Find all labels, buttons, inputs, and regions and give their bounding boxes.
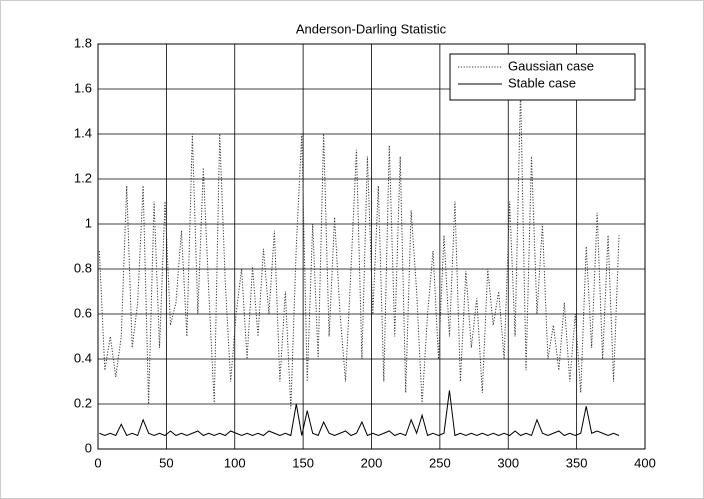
x-tick-label: 150 <box>292 455 314 470</box>
y-tick-label: 1.6 <box>74 80 92 95</box>
axes-box <box>97 43 646 450</box>
x-tick-label: 200 <box>361 455 383 470</box>
y-tick-label: 1.4 <box>74 125 92 140</box>
x-tick-label: 0 <box>94 455 101 470</box>
y-tick-label: 1 <box>85 215 92 230</box>
x-tick-label: 400 <box>634 455 656 470</box>
chart-title: Anderson-Darling Statistic <box>296 21 447 36</box>
y-tick-label: 1.2 <box>74 170 92 185</box>
y-tick-label: 0.8 <box>74 260 92 275</box>
series-line <box>99 390 620 437</box>
legend-label: Stable case <box>508 75 576 90</box>
y-tick-label: 0.4 <box>74 350 92 365</box>
y-tick-label: 1.8 <box>74 35 92 50</box>
x-tick-label: 350 <box>566 455 588 470</box>
x-tick-label: 50 <box>159 455 173 470</box>
legend-label: Gaussian case <box>508 58 594 73</box>
series-line <box>98 88 620 409</box>
legend-box <box>449 53 636 101</box>
x-tick-label: 300 <box>497 455 519 470</box>
y-tick-label: 0.2 <box>74 395 92 410</box>
x-tick-label: 100 <box>224 455 246 470</box>
y-tick-label: 0.6 <box>74 305 92 320</box>
y-tick-label: 0 <box>85 440 92 455</box>
x-tick-label: 250 <box>429 455 451 470</box>
